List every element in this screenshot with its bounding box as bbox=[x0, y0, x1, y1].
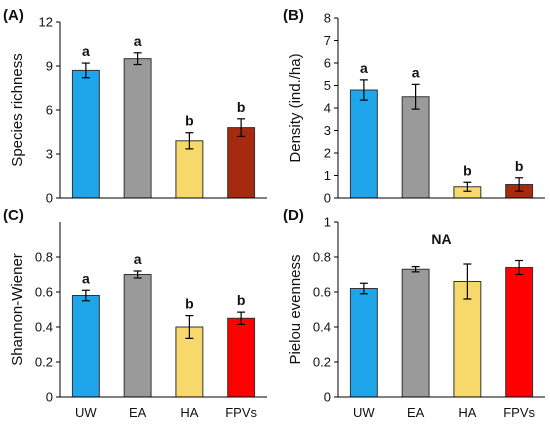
y-tick-label: 0 bbox=[46, 390, 53, 405]
bar-ha bbox=[175, 140, 204, 199]
y-axis-label: Pielou evenness bbox=[287, 254, 304, 364]
y-tick-label: 0 bbox=[324, 390, 331, 405]
y-tick-label: 0.4 bbox=[313, 320, 331, 335]
significance-letter: b bbox=[237, 292, 246, 308]
bar-ea bbox=[123, 58, 152, 199]
y-tick-label: 0.6 bbox=[313, 285, 331, 300]
significance-letter: a bbox=[82, 270, 90, 286]
y-tick-label: 0.6 bbox=[35, 285, 53, 300]
x-tick-label: UW bbox=[353, 405, 375, 420]
bar-ea bbox=[401, 96, 430, 199]
y-tick-label: 3 bbox=[324, 123, 331, 138]
significance-letter: b bbox=[237, 99, 246, 115]
x-tick-label: HA bbox=[180, 405, 198, 420]
panel-4: (D) Pielou evenness 0 0.2 0.4 0.6 0.8 1 UW EA HA FP… bbox=[283, 207, 545, 420]
y-tick-label: 6 bbox=[324, 56, 331, 71]
bar-uw bbox=[349, 288, 378, 398]
y-tick-label: 0.8 bbox=[35, 250, 53, 265]
significance-letter: b bbox=[463, 162, 472, 178]
bar-uw bbox=[349, 89, 378, 199]
bar-uw bbox=[71, 295, 100, 398]
panel-annotation: NA bbox=[431, 231, 451, 247]
y-tick-label: 0.8 bbox=[313, 250, 331, 265]
panel-label: (C) bbox=[3, 207, 24, 224]
y-axis-label: Species richness bbox=[9, 53, 26, 166]
y-tick-label: 0 bbox=[46, 191, 53, 206]
y-axis-label: Shannon-Wiener bbox=[9, 253, 26, 366]
bar-uw bbox=[71, 69, 100, 199]
y-tick-label: 0.2 bbox=[313, 355, 331, 370]
x-tick-label: EA bbox=[407, 405, 425, 420]
y-axis-label: Density (ind./ha) bbox=[287, 53, 304, 162]
y-tick-label: 0 bbox=[324, 191, 331, 206]
x-tick-label: UW bbox=[75, 405, 97, 420]
y-tick-label: 5 bbox=[324, 78, 331, 93]
significance-letter: b bbox=[515, 158, 524, 174]
panel-label: (A) bbox=[3, 7, 24, 24]
significance-letter: a bbox=[412, 64, 420, 80]
bar-ea bbox=[123, 274, 152, 398]
bar-ea bbox=[401, 268, 430, 398]
y-tick-label: 8 bbox=[324, 11, 331, 26]
x-tick-label: FPVs bbox=[225, 405, 257, 420]
y-tick-label: 9 bbox=[46, 59, 53, 74]
significance-letter: a bbox=[360, 60, 368, 76]
y-tick-label: 1 bbox=[324, 215, 331, 230]
y-tick-label: 0.2 bbox=[35, 355, 53, 370]
panel-label: (B) bbox=[283, 7, 304, 24]
x-tick-label: FPVs bbox=[503, 405, 535, 420]
panel-2: (B) Density (ind./ha) 0 1 2 3 4 5 6 7 8 a a b b bbox=[283, 7, 545, 206]
y-tick-label: 3 bbox=[46, 147, 53, 162]
panel-3: (C) Shannon-Wiener 0 0.2 0.4 0.6 0.8 a UW a EA b HA b… bbox=[3, 207, 267, 420]
bar-fpvs bbox=[505, 267, 534, 398]
y-tick-label: 2 bbox=[324, 146, 331, 161]
y-tick-label: 1 bbox=[324, 168, 331, 183]
x-tick-label: HA bbox=[458, 405, 476, 420]
y-tick-label: 6 bbox=[46, 103, 53, 118]
y-tick-label: 12 bbox=[39, 15, 53, 30]
significance-letter: a bbox=[134, 33, 142, 49]
y-tick-label: 0.4 bbox=[35, 320, 53, 335]
x-tick-label: EA bbox=[129, 405, 147, 420]
bar-ha bbox=[453, 281, 482, 398]
panel-1: (A) Species richness 0 3 6 9 12 a a b b bbox=[3, 7, 267, 206]
bar-fpvs bbox=[227, 127, 256, 199]
panel-label: (D) bbox=[283, 207, 304, 224]
significance-letter: b bbox=[185, 113, 194, 129]
y-tick-label: 7 bbox=[324, 33, 331, 48]
y-tick-label: 4 bbox=[324, 101, 331, 116]
significance-letter: a bbox=[82, 43, 90, 59]
significance-letter: a bbox=[134, 251, 142, 267]
bar-fpvs bbox=[227, 317, 256, 398]
significance-letter: b bbox=[185, 296, 194, 312]
